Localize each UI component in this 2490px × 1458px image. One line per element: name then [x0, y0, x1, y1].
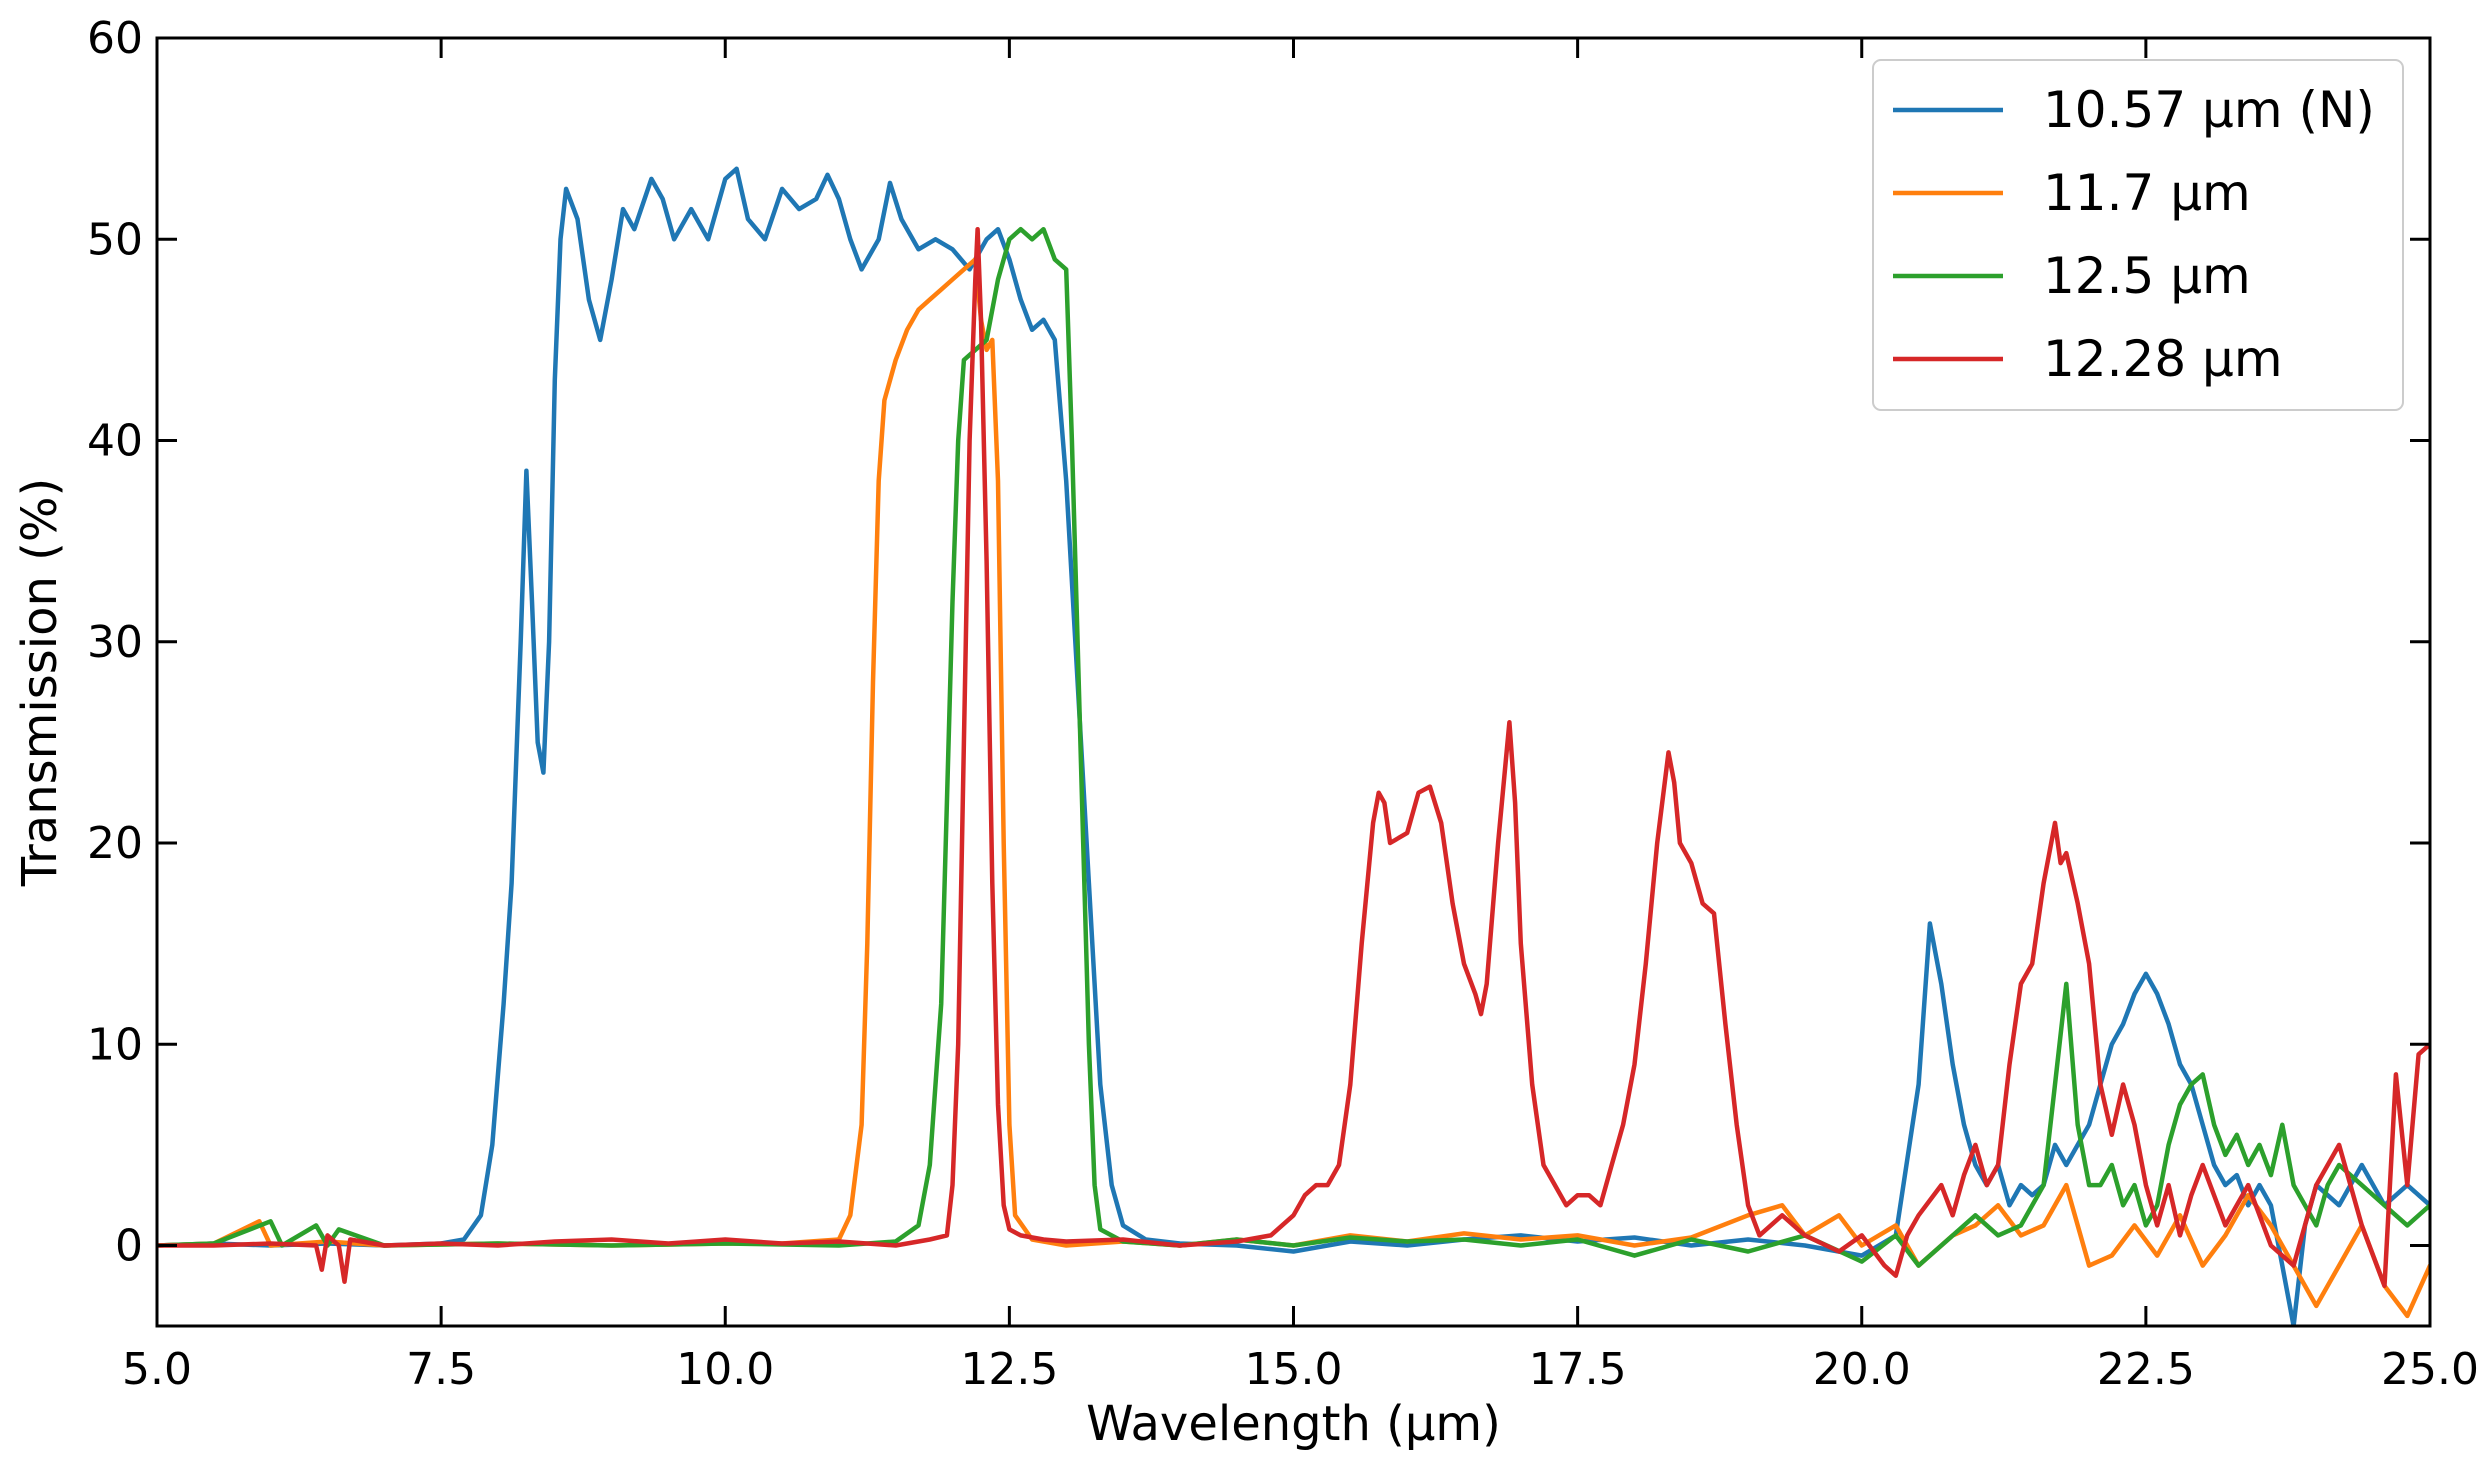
y-axis-label: Transmission (%)	[12, 478, 68, 887]
series-line-1	[157, 166, 2430, 1326]
x-tick-label: 22.5	[2097, 1344, 2195, 1395]
x-tick-label: 7.5	[406, 1344, 476, 1395]
y-tick-label: 40	[87, 416, 143, 467]
x-tick-label: 10.0	[676, 1344, 774, 1395]
series-line-4	[157, 226, 2430, 1289]
y-axis: 0 10 20 30 40 50 60	[87, 13, 2430, 1272]
legend-label: 12.28 μm	[2043, 330, 2283, 388]
x-tick-label: 15.0	[1245, 1344, 1343, 1395]
x-tick-label: 25.0	[2381, 1344, 2479, 1395]
legend-label: 12.5 μm	[2043, 247, 2251, 305]
y-tick-label: 30	[87, 617, 143, 668]
legend: 10.57 μm (N) 11.7 μm 12.5 μm 12.28 μm	[1872, 59, 2404, 411]
plot-series	[157, 166, 2430, 1326]
y-tick-label: 20	[87, 818, 143, 869]
y-tick-label: 0	[115, 1221, 143, 1272]
x-axis: 5.0 7.5 10.0 12.5 15.0 17.5 20.0 22.5 25.0	[122, 38, 2479, 1395]
legend-box	[1872, 59, 2404, 411]
x-tick-label: 20.0	[1813, 1344, 1911, 1395]
x-tick-label: 12.5	[960, 1344, 1058, 1395]
y-tick-label: 60	[87, 13, 143, 64]
series-line-3	[157, 226, 2430, 1268]
x-axis-label: Wavelength (μm)	[1086, 1396, 1501, 1452]
x-tick-label: 5.0	[122, 1344, 192, 1395]
y-tick-label: 10	[87, 1019, 143, 1070]
y-tick-label: 50	[87, 214, 143, 265]
legend-label: 11.7 μm	[2043, 164, 2251, 222]
legend-label: 10.57 μm (N)	[2043, 81, 2375, 139]
x-tick-label: 17.5	[1529, 1344, 1627, 1395]
